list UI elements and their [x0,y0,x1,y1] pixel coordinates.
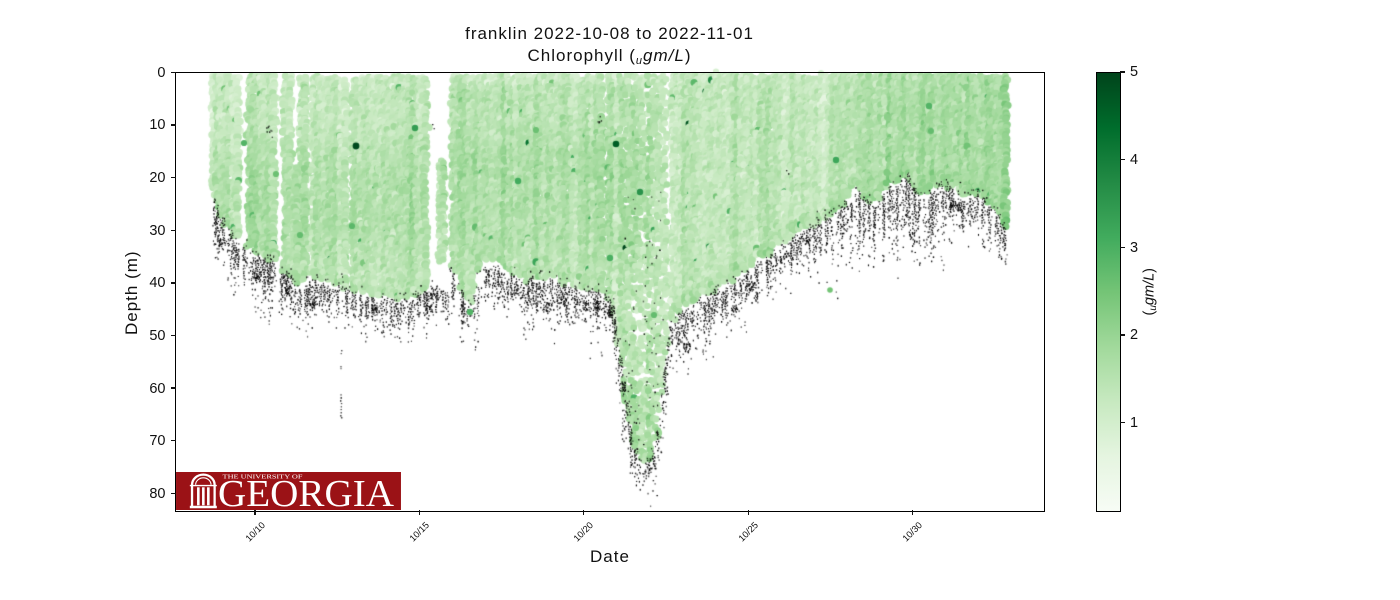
svg-text:GEORGIA: GEORGIA [218,473,395,510]
svg-text:THE UNIVERSITY OF: THE UNIVERSITY OF [223,473,303,480]
